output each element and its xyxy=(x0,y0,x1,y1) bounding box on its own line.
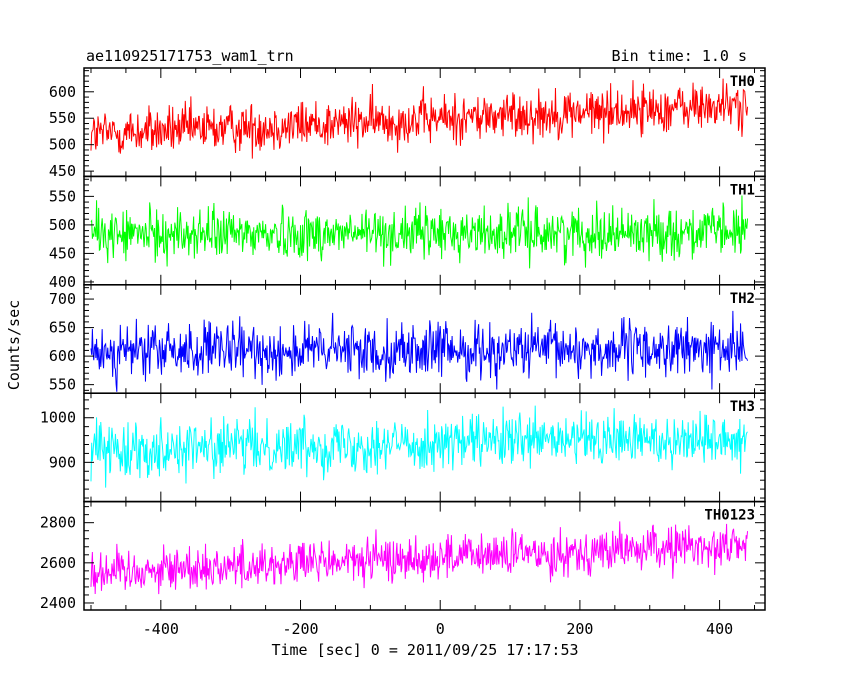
y-tick-label: 700 xyxy=(49,290,76,308)
y-tick-label: 2400 xyxy=(40,594,76,612)
series-th1 xyxy=(90,195,749,269)
y-tick-label: 600 xyxy=(49,347,76,365)
y-tick-label: 650 xyxy=(49,319,76,337)
y-tick-label: 500 xyxy=(49,216,76,234)
y-tick-label: 550 xyxy=(49,187,76,205)
panel-th1: 400 450 500 550 TH1 xyxy=(49,175,766,291)
y-tick-label: 500 xyxy=(49,136,76,154)
panels: 450 500 550 600 TH0 400 450 500 550 TH1 550 600 650 7… xyxy=(40,67,766,612)
x-tick-label: 400 xyxy=(706,620,733,638)
y-tick-label: 2600 xyxy=(40,554,76,572)
x-tick-label: 200 xyxy=(566,620,593,638)
series-th0123 xyxy=(90,521,749,595)
x-axis-label: Time [sec] 0 = 2011/09/25 17:17:53 xyxy=(271,641,578,659)
series-th3 xyxy=(90,405,748,488)
y-tick-label: 550 xyxy=(49,109,76,127)
y-tick-label: 900 xyxy=(49,453,76,471)
y-tick-label: 2800 xyxy=(40,514,76,532)
panel-th2: 550 600 650 700 TH2 xyxy=(49,284,766,394)
x-tick-label: 0 xyxy=(436,620,445,638)
y-axis-label: Counts/sec xyxy=(5,300,23,390)
panel-label: TH0123 xyxy=(704,508,755,524)
y-tick-label: 400 xyxy=(49,273,76,291)
panel-label: TH1 xyxy=(730,182,755,198)
y-tick-label: 550 xyxy=(49,376,76,394)
bin-time-label: Bin time: 1.0 s xyxy=(612,47,747,65)
series-th0 xyxy=(90,78,749,159)
panel-th0: 450 500 550 600 TH0 xyxy=(49,67,766,180)
panel-th0123: 2400 2600 2800 TH0123 xyxy=(40,500,766,612)
y-tick-label: 600 xyxy=(49,83,76,101)
panel-label: TH0 xyxy=(730,74,755,90)
y-tick-label: 1000 xyxy=(40,409,76,427)
panel-label: TH2 xyxy=(730,291,755,307)
panel-th3: 900 1000 TH3 xyxy=(40,392,766,503)
panel-frame xyxy=(83,500,766,611)
series-th2 xyxy=(90,310,749,392)
chart-title: ae110925171753_wam1_trn xyxy=(86,47,294,65)
x-axis: -400 -200 0 200 400 xyxy=(143,620,733,638)
x-tick-label: -400 xyxy=(143,620,179,638)
y-tick-label: 450 xyxy=(49,244,76,262)
x-tick-label: -200 xyxy=(282,620,318,638)
panel-label: TH3 xyxy=(730,399,755,415)
y-tick-label: 450 xyxy=(49,162,76,180)
